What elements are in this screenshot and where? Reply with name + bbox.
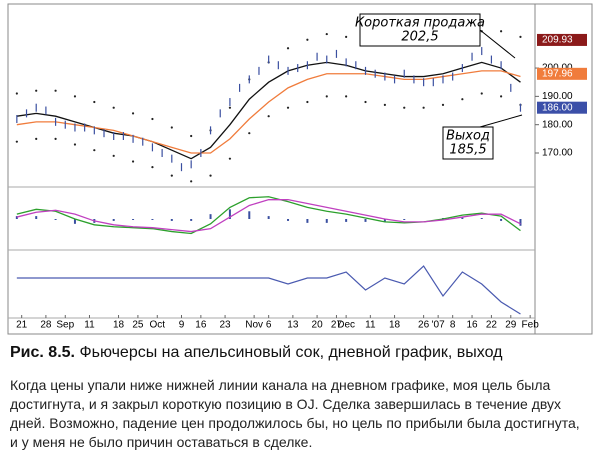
y-tick-label: 170.00 [542, 148, 573, 159]
x-tick-label: 9 [179, 320, 185, 331]
x-tick-label: 23 [220, 320, 232, 331]
price-marker-label: 209.93 [542, 35, 573, 46]
moving-average [16, 61, 521, 160]
channel-dot [15, 92, 18, 95]
channel-dot [228, 157, 232, 160]
annotation-box [359, 13, 481, 47]
channel-dot [267, 115, 270, 118]
channel-dot [383, 103, 386, 106]
channel-dot [112, 106, 115, 109]
channel-dot [403, 106, 406, 109]
channel-dot [461, 98, 464, 101]
channel-dot [441, 103, 445, 106]
x-tick-label: 25 [132, 320, 144, 331]
x-tick-label: 27 [331, 320, 343, 331]
x-tick-label: 26 [418, 320, 430, 331]
channel-dot [364, 100, 367, 104]
channel-dot [286, 47, 290, 50]
x-tick-label: 18 [113, 320, 125, 331]
caption-title: Фьючерсы на апельсиновый сок, дневной гр… [79, 344, 503, 361]
channel-dot [73, 143, 77, 146]
channel-dot [209, 174, 212, 177]
x-tick-label: 11 [365, 320, 376, 331]
channel-dot [151, 166, 154, 169]
channel-dot [286, 106, 290, 109]
price-marker [537, 67, 587, 80]
caption: Рис. 8.5. Фьючерсы на апельсиновый сок, … [10, 344, 595, 362]
x-tick-label: 13 [287, 320, 299, 331]
channel-dot [422, 106, 425, 109]
price-marker [537, 101, 587, 114]
channel-dot [500, 95, 503, 98]
annotation-text: Выход [446, 129, 490, 144]
channel-dot [519, 35, 522, 39]
channel-dot [306, 100, 309, 104]
annotation-arrow [479, 29, 516, 59]
x-tick-label: 22 [486, 320, 498, 331]
channel-dot [306, 38, 309, 41]
x-tick-label: 11 [84, 320, 95, 331]
price-marker [537, 33, 587, 46]
y-tick-label: 190.00 [542, 91, 573, 102]
channel-dot [345, 95, 348, 98]
x-tick-label: 8 [450, 320, 456, 331]
moving-average [16, 70, 521, 154]
body-text: Когда цены упали ниже нижней линии канал… [10, 377, 580, 450]
x-tick-label: 18 [389, 320, 401, 331]
channel-dot [54, 137, 57, 140]
annotation-text: Короткая продажа [355, 16, 485, 31]
chart-frame [7, 3, 593, 335]
annotation-text: 185,5 [449, 143, 486, 158]
x-tick-label: 28 [40, 320, 52, 331]
annotation-box [442, 126, 494, 160]
channel-dot [131, 160, 135, 163]
channel-dot [151, 117, 154, 121]
x-tick-label: Oct [149, 320, 165, 331]
channel-dot [54, 89, 57, 92]
x-tick-label: Dec [337, 320, 355, 331]
channel-dot [228, 106, 232, 109]
channel-dot [15, 140, 18, 143]
channel-dot [35, 137, 38, 140]
x-tick-label: 6 [266, 320, 272, 331]
x-tick-label: 16 [195, 320, 207, 331]
channel-dot [112, 154, 115, 157]
annotation-text: 202,5 [401, 30, 438, 45]
channel-dot [248, 132, 251, 135]
channel-dot [35, 89, 38, 92]
x-tick-label: 20 [312, 320, 324, 331]
channel-dot [345, 35, 348, 39]
price-marker-label: 186.00 [542, 102, 573, 113]
price-marker-label: 197.96 [542, 68, 573, 79]
caption-label: Рис. 8.5. [10, 344, 75, 361]
channel-dot [93, 149, 96, 152]
x-tick-label: Sep [56, 320, 74, 331]
x-tick-label: 29 [505, 320, 517, 331]
channel-dot [480, 92, 483, 95]
annotation-arrow [479, 114, 523, 128]
channel-dot [325, 32, 328, 36]
x-tick-label: 21 [16, 320, 28, 331]
y-tick-label: 180.00 [542, 119, 573, 130]
channel-dot [93, 100, 96, 104]
x-tick-label: Nov [245, 320, 263, 331]
lower-line [16, 265, 521, 315]
channel-dot [190, 134, 193, 138]
channel-dot [170, 174, 173, 177]
channel-dot [170, 126, 173, 129]
x-tick-label: 16 [466, 320, 478, 331]
channel-dot [190, 180, 193, 183]
channel-dot [131, 112, 135, 115]
oscillator-line [16, 199, 521, 233]
channel-dot [500, 30, 503, 33]
channel-dot [73, 95, 77, 98]
x-tick-label: Feb [522, 320, 540, 331]
channel-dot [325, 95, 328, 98]
x-tick-label: '07 [432, 320, 445, 331]
